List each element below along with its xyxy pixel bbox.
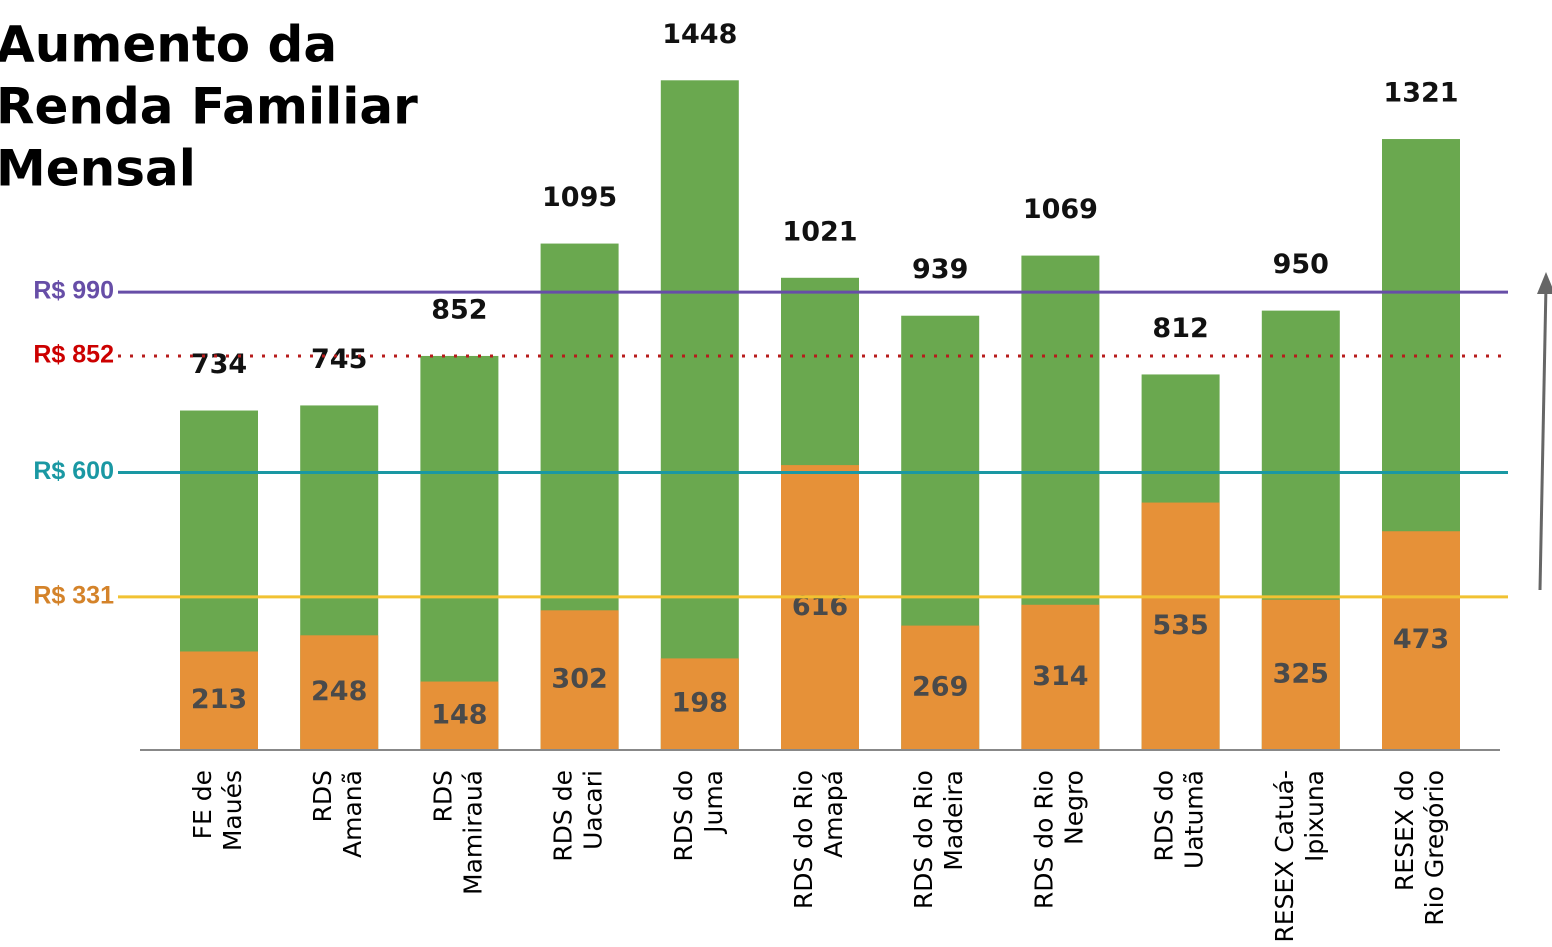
data-label: 1321 <box>1383 78 1458 109</box>
x-tick-label: Amanã <box>338 770 367 858</box>
x-tick-label: RDS do <box>669 770 698 862</box>
data-label: 302 <box>551 664 607 695</box>
chart-title: Renda Familiar <box>0 78 418 136</box>
bar <box>1382 531 1460 750</box>
x-tick-label: RDS <box>428 770 457 823</box>
bar <box>300 635 379 750</box>
bar <box>180 651 258 750</box>
data-label: 248 <box>311 676 367 707</box>
x-tick-label: RDS <box>308 770 337 823</box>
data-label: 1069 <box>1023 194 1098 225</box>
reference-label: R$ 600 <box>33 457 114 485</box>
bar <box>1261 599 1340 750</box>
arrow-shaft <box>1538 284 1548 591</box>
data-label: 314 <box>1032 661 1088 692</box>
data-label: 1095 <box>542 182 617 213</box>
x-tick-label: Madeira <box>939 770 968 871</box>
data-label: 1448 <box>662 19 737 50</box>
data-label: 148 <box>431 699 487 730</box>
data-label: 812 <box>1152 313 1208 344</box>
reference-label: R$ 852 <box>33 341 114 369</box>
reference-label: R$ 990 <box>33 277 114 305</box>
x-tick-label: RDS do <box>1150 770 1179 862</box>
data-label: 852 <box>431 294 487 325</box>
data-label: 745 <box>311 344 367 375</box>
x-tick-label: FE de <box>188 770 217 839</box>
x-tick-label: RDS do Rio <box>909 770 938 909</box>
x-tick-label: Rio Gregório <box>1420 770 1449 926</box>
x-tick-label: RESEX do <box>1390 770 1419 891</box>
data-label: 734 <box>191 349 247 380</box>
data-label: 950 <box>1273 249 1329 280</box>
data-label: 325 <box>1273 658 1329 689</box>
arrow-head <box>1537 272 1552 294</box>
reference-label: R$ 331 <box>33 582 114 610</box>
x-tick-label: Mamirauá <box>458 770 487 895</box>
bar <box>540 610 619 750</box>
bar <box>781 465 859 750</box>
x-tick-label: RDS de <box>549 770 578 862</box>
x-tick-label: RDS do Rio <box>1029 770 1058 909</box>
x-tick-label: RESEX Catuá- <box>1270 770 1299 943</box>
bar <box>660 80 739 751</box>
data-label: 473 <box>1393 624 1449 655</box>
data-label: 1021 <box>782 216 857 247</box>
bar <box>901 625 980 750</box>
data-label: 535 <box>1152 610 1208 641</box>
data-label: 213 <box>191 684 247 715</box>
x-tick-label: Negro <box>1059 770 1088 845</box>
x-tick-label: Amapá <box>819 770 848 858</box>
x-tick-label: Maués <box>218 770 247 851</box>
data-label: 939 <box>912 254 968 285</box>
x-tick-label: Uacari <box>579 770 608 850</box>
bar <box>660 658 739 750</box>
x-tick-label: Juma <box>699 770 728 835</box>
bar <box>1141 502 1220 750</box>
chart-title: Aumento da <box>0 16 337 74</box>
data-label: 269 <box>912 671 968 702</box>
x-tick-label: Uatumã <box>1180 770 1209 869</box>
chart-title: Mensal <box>0 140 196 198</box>
x-tick-label: Ipixuna <box>1300 770 1329 862</box>
data-label: 198 <box>672 688 728 719</box>
bar <box>420 681 499 750</box>
x-tick-label: RDS do Rio <box>789 770 818 909</box>
bar <box>1021 604 1100 750</box>
